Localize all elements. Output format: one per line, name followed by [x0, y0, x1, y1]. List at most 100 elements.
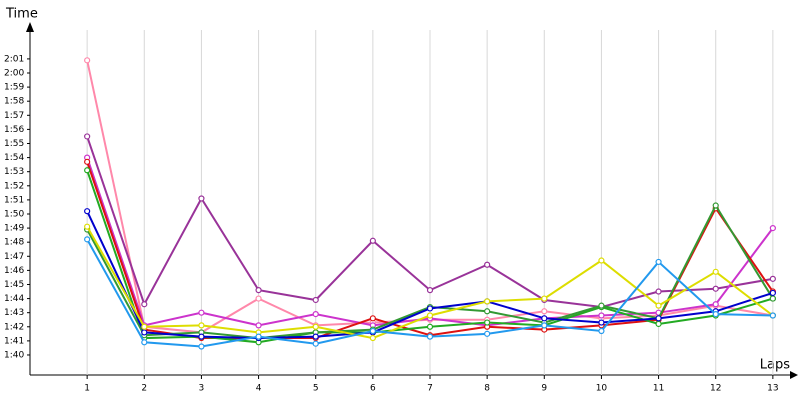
x-tick-label: 5 — [313, 384, 319, 394]
y-tick-label: 1:56 — [4, 125, 24, 135]
data-point — [769, 289, 776, 297]
data-point — [598, 302, 605, 309]
data-point — [84, 236, 91, 243]
data-point — [255, 333, 262, 340]
data-point — [655, 288, 662, 295]
y-tick-label: 1:58 — [4, 97, 24, 107]
x-tick-label: 8 — [484, 384, 490, 394]
data-point — [598, 257, 605, 264]
x-tick-label: 12 — [710, 384, 721, 394]
x-tick-label: 6 — [370, 384, 376, 394]
y-tick-label: 1:52 — [4, 181, 24, 191]
x-tick-label: 7 — [427, 384, 433, 394]
data-point — [426, 287, 434, 294]
data-point — [141, 339, 148, 346]
data-point — [369, 237, 376, 244]
y-axis-arrow — [26, 22, 34, 32]
y-tick-label: 2:00 — [4, 69, 24, 79]
data-point — [484, 330, 491, 337]
data-point — [769, 224, 776, 232]
data-point — [141, 301, 148, 308]
data-point — [712, 310, 719, 318]
data-point — [598, 327, 605, 335]
data-point — [312, 340, 319, 347]
data-point — [369, 334, 376, 342]
x-tick-label: 3 — [199, 384, 205, 394]
data-point — [369, 327, 376, 335]
data-point — [541, 308, 548, 315]
y-tick-label: 1:54 — [4, 153, 24, 163]
data-point — [84, 223, 91, 230]
data-point — [655, 315, 662, 322]
data-point — [541, 315, 548, 322]
data-point — [769, 275, 776, 282]
data-point — [712, 301, 719, 308]
data-point — [312, 323, 319, 330]
x-tick-label: 11 — [653, 384, 664, 394]
data-point — [598, 312, 605, 319]
y-tick-label: 1:51 — [4, 195, 24, 205]
y-tick-label: 1:45 — [4, 280, 24, 290]
data-point — [141, 323, 148, 330]
y-tick-label: 1:55 — [4, 139, 24, 149]
y-tick-label: 1:59 — [4, 83, 24, 93]
data-point — [312, 333, 319, 340]
y-tick-label: 1:43 — [4, 308, 24, 318]
y-tick-label: 1:47 — [4, 252, 24, 262]
data-point — [426, 305, 434, 312]
y-axis-title: Time — [5, 7, 38, 22]
x-tick-label: 13 — [767, 384, 778, 394]
y-tick-label: 1:41 — [4, 336, 24, 346]
x-tick-label: 10 — [596, 384, 608, 394]
y-tick-label: 2:01 — [4, 54, 24, 64]
data-point — [426, 323, 434, 330]
data-point — [712, 285, 719, 292]
data-point — [655, 302, 662, 309]
y-tick-label: 1:42 — [4, 322, 24, 332]
data-point — [84, 167, 91, 174]
y-tick-label: 1:53 — [4, 167, 24, 177]
data-point — [84, 158, 91, 165]
y-tick-label: 1:48 — [4, 238, 24, 248]
data-point — [255, 295, 262, 302]
data-point — [84, 57, 91, 64]
y-tick-label: 1:40 — [4, 350, 24, 360]
data-point — [84, 133, 91, 140]
data-point — [484, 261, 491, 268]
data-point — [712, 202, 719, 209]
data-point — [655, 258, 662, 266]
x-tick-label: 2 — [141, 384, 147, 394]
x-axis-title: Laps — [760, 358, 790, 373]
data-point — [484, 308, 491, 315]
data-point — [426, 312, 434, 319]
data-point — [312, 296, 319, 304]
data-point — [255, 322, 262, 329]
data-point — [484, 298, 491, 305]
data-point — [769, 312, 776, 319]
data-point — [769, 295, 776, 302]
data-point — [598, 319, 605, 326]
data-point — [198, 322, 205, 329]
y-tick-label: 1:46 — [4, 266, 24, 276]
data-point — [255, 287, 262, 294]
data-point — [484, 319, 491, 326]
y-tick-label: 1:57 — [4, 111, 24, 121]
x-axis-arrow — [790, 371, 798, 379]
data-point — [312, 310, 319, 318]
data-point — [655, 320, 662, 328]
data-point — [541, 322, 548, 329]
data-point — [426, 333, 434, 340]
x-tick-label: 1 — [84, 384, 90, 394]
data-point — [198, 343, 205, 350]
data-point — [369, 315, 376, 322]
y-tick-label: 1:50 — [4, 209, 24, 219]
x-tick-label: 9 — [541, 384, 547, 394]
data-point — [198, 195, 205, 202]
y-tick-label: 1:49 — [4, 224, 24, 234]
data-point — [198, 309, 205, 316]
data-point — [198, 333, 205, 340]
data-point — [541, 295, 548, 302]
x-tick-label: 4 — [256, 384, 262, 394]
data-point — [712, 268, 719, 275]
